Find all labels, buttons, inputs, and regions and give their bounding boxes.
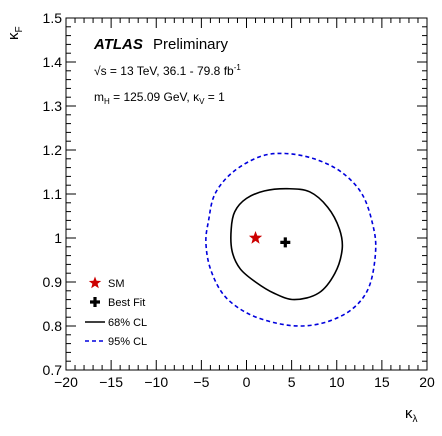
y-tick-label: 1.2 bbox=[43, 142, 63, 158]
y-tick-label: 1 bbox=[54, 230, 62, 246]
kv-subscript: V bbox=[199, 97, 205, 106]
legend-68cl-label: 68% CL bbox=[108, 317, 147, 329]
axis-tick-labels: −20 −15 −10 −5 0 5 10 15 20 0.7 0.8 0.9 1 1.1 1.2 1.3 1.… bbox=[43, 10, 435, 390]
y-tick-label: 1.4 bbox=[43, 54, 63, 70]
atlas-label: ATLAS bbox=[93, 36, 143, 53]
x-tick-label: 5 bbox=[288, 374, 296, 390]
y-tick-label: 1.5 bbox=[43, 10, 63, 26]
y-tick-label: 0.9 bbox=[43, 274, 63, 290]
mass-text: = 125.09 GeV, κ bbox=[110, 90, 200, 104]
y-tick-label: 1.3 bbox=[43, 98, 63, 114]
y-axis-title-sub: F bbox=[14, 26, 25, 32]
legend-95cl-label: 95% CL bbox=[108, 336, 147, 348]
legend-sm-label: SM bbox=[108, 278, 125, 290]
x-tick-label: −5 bbox=[193, 374, 209, 390]
x-axis-title: κλ bbox=[405, 405, 418, 425]
x-axis-title-sub: λ bbox=[413, 414, 418, 425]
best-fit-cross-marker bbox=[280, 237, 291, 248]
sqrt-symbol: √ bbox=[94, 64, 101, 78]
x-tick-label: 0 bbox=[243, 374, 251, 390]
x-tick-label: 20 bbox=[419, 374, 435, 390]
mass-line: mH = 125.09 GeV, κV = 1 bbox=[94, 90, 225, 106]
mass-m: m bbox=[94, 90, 104, 104]
contour-68cl bbox=[230, 187, 344, 301]
x-tick-label: −20 bbox=[54, 374, 78, 390]
x-tick-label: 15 bbox=[374, 374, 390, 390]
x-tick-label: 10 bbox=[329, 374, 345, 390]
preliminary-label: Preliminary bbox=[153, 36, 229, 53]
contour-95cl bbox=[205, 152, 377, 327]
y-tick-label: 0.7 bbox=[43, 362, 63, 378]
energy-superscript: -1 bbox=[234, 63, 242, 72]
x-axis-title-main: κ bbox=[405, 405, 413, 422]
x-tick-label: −15 bbox=[99, 374, 123, 390]
energy-line: √s = 13 TeV, 36.1 - 79.8 fb-1 bbox=[94, 63, 241, 78]
sm-star-marker bbox=[248, 231, 263, 244]
mass-subscript: H bbox=[104, 97, 110, 106]
x-tick-label: −10 bbox=[144, 374, 168, 390]
legend: SM Best Fit 68% CL 95% CL bbox=[85, 276, 147, 348]
y-axis-title: κF bbox=[5, 26, 25, 40]
y-tick-label: 1.1 bbox=[43, 186, 63, 202]
legend-best-fit-cross-icon bbox=[90, 297, 100, 307]
y-tick-label: 0.8 bbox=[43, 318, 63, 334]
axis-ticks bbox=[65, 17, 428, 371]
legend-best-fit-label: Best Fit bbox=[108, 297, 145, 309]
kv-text: = 1 bbox=[204, 90, 225, 104]
energy-text: s = 13 TeV, 36.1 - 79.8 fb bbox=[101, 64, 234, 78]
y-axis-title-main: κ bbox=[5, 32, 22, 40]
legend-sm-star-icon bbox=[88, 276, 102, 289]
